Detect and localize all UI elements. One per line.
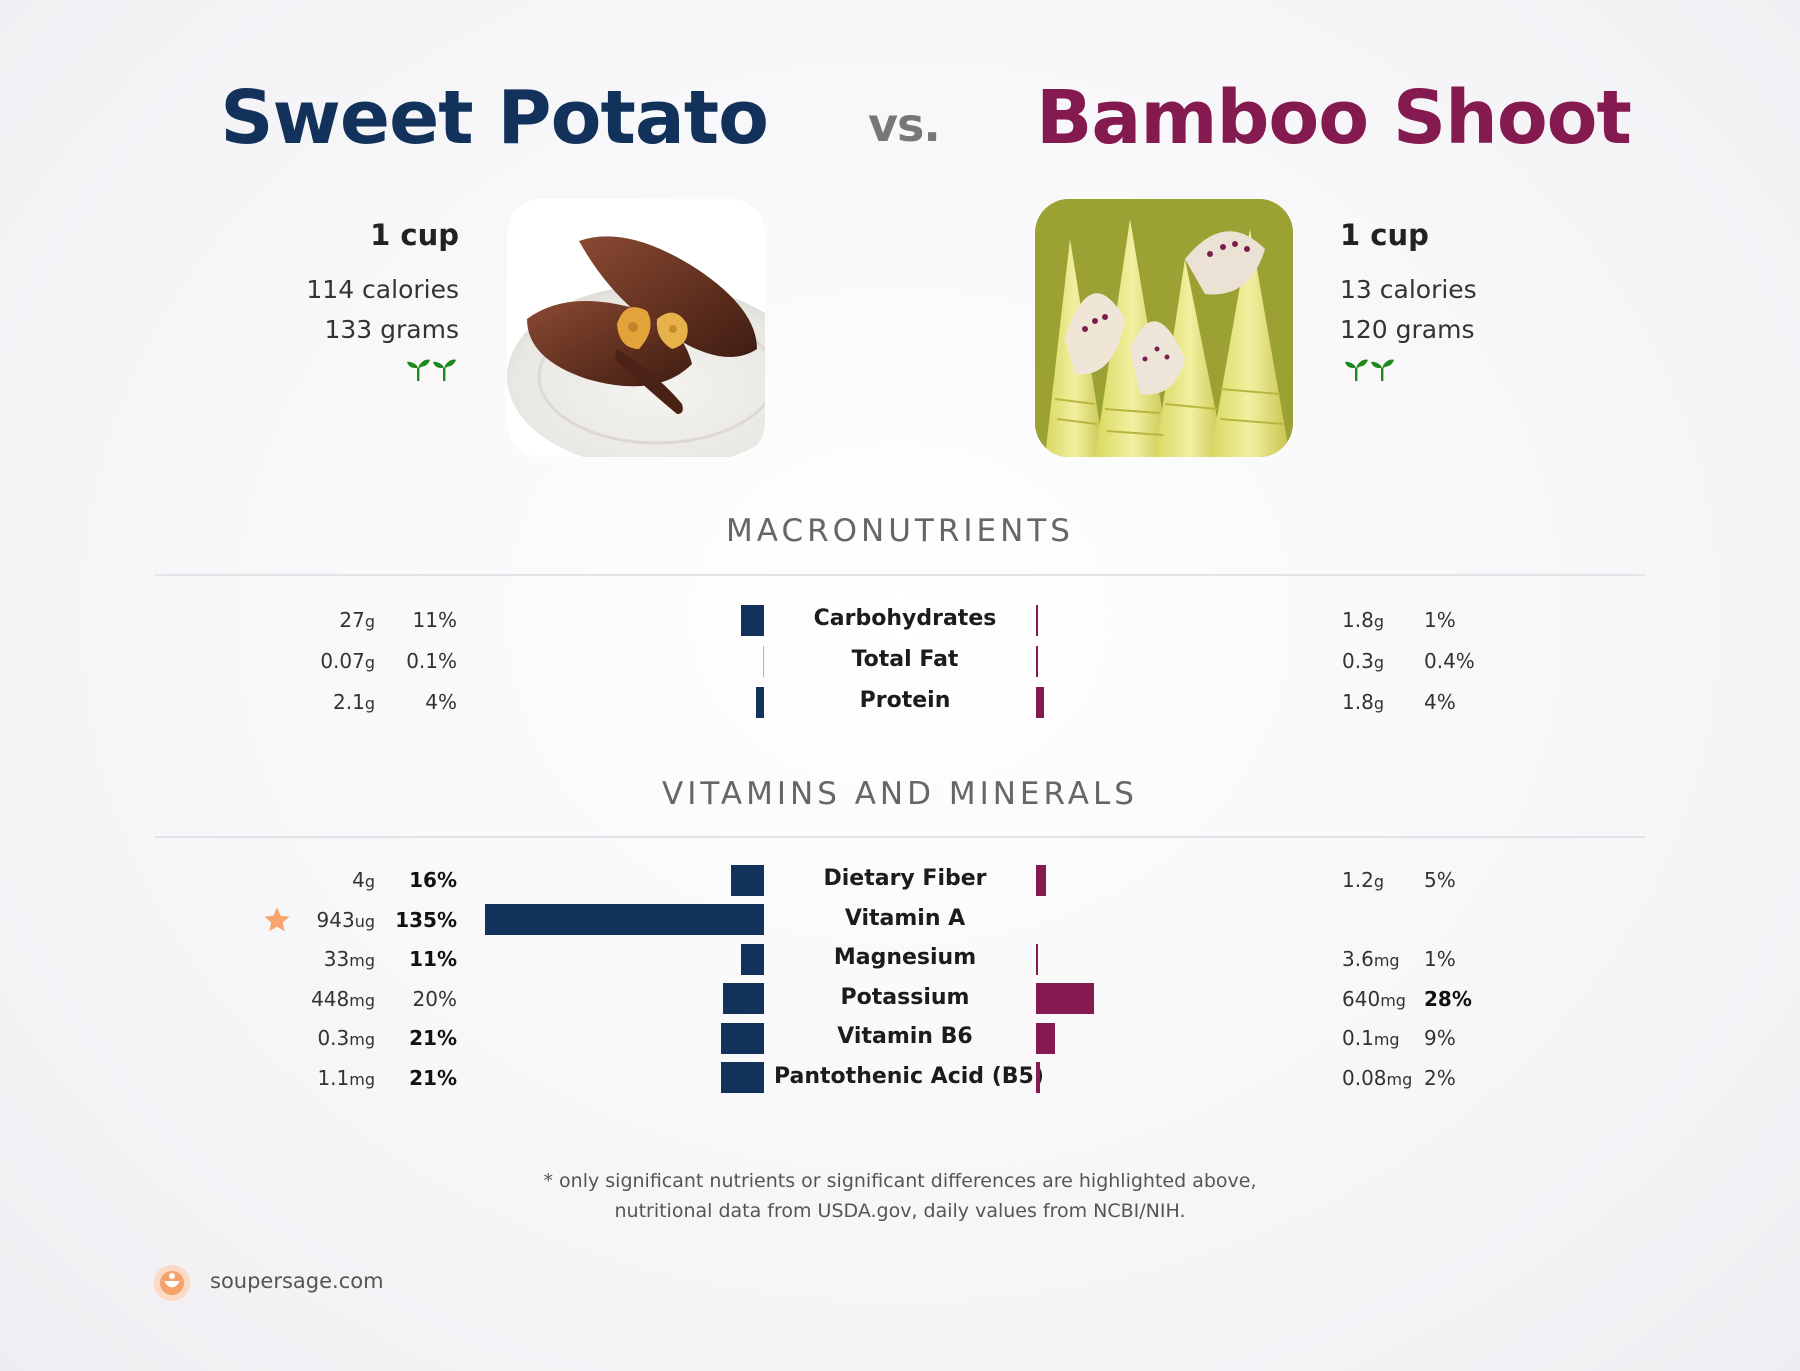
right-bar-total-fat: [1036, 645, 1038, 677]
left-percent-vitamin-a: 135%: [395, 907, 457, 932]
right-bar-pantothenic-acid-b5: [1036, 1062, 1041, 1093]
right-serving: 1 cup: [1340, 218, 1429, 252]
versus-label: vs.: [868, 98, 941, 152]
right-bar-vitamin-b6: [1036, 1022, 1055, 1054]
nutrient-label-potassium: Potassium: [840, 984, 970, 1010]
soupersage-logo-icon: [153, 1264, 191, 1306]
left-percent-carbohydrates: 11%: [412, 608, 457, 632]
right-amount-magnesium: 3.6mg: [1342, 947, 1400, 971]
left-bar-magnesium: [741, 943, 764, 975]
right-bar-carbohydrates: [1036, 604, 1039, 636]
right-calories: 13 calories: [1340, 275, 1477, 304]
right-bar-protein: [1036, 686, 1045, 718]
left-amount-protein: 2.1g: [333, 690, 375, 714]
footnote-line-1: * only significant nutrients or signific…: [543, 1170, 1257, 1192]
left-bar-pantothenic-acid-b5: [720, 1062, 764, 1093]
right-bar-potassium: [1036, 983, 1094, 1014]
footnote-line-2: nutritional data from USDA.gov, daily va…: [614, 1200, 1186, 1222]
right-amount-pantothenic-acid-b5: 0.08mg: [1342, 1065, 1413, 1090]
left-percent-total-fat: 0.1%: [406, 649, 457, 673]
right-percent-pantothenic-acid-b5: 2%: [1424, 1065, 1456, 1090]
sprout-icon: [1344, 356, 1396, 386]
right-grams: 120 grams: [1340, 315, 1475, 344]
nutrient-label-protein: Protein: [859, 688, 951, 713]
right-amount-potassium: 640mg: [1342, 986, 1406, 1011]
left-percent-protein: 4%: [425, 690, 457, 714]
nutrient-label-total-fat: Total Fat: [851, 647, 959, 672]
macronutrients-heading: MACRONUTRIENTS: [726, 513, 1074, 549]
right-percent-dietary-fiber: 5%: [1424, 868, 1456, 892]
left-amount-magnesium: 33mg: [323, 947, 375, 971]
left-grams: 133 grams: [324, 315, 459, 344]
right-percent-vitamin-b6: 9%: [1424, 1026, 1456, 1050]
right-bar-magnesium: [1036, 943, 1039, 975]
bamboo-shoot-photo: [1035, 199, 1293, 457]
left-amount-dietary-fiber: 4g: [352, 868, 375, 892]
vitamins-heading: VITAMINS AND MINERALS: [662, 776, 1138, 812]
right-food-title: Bamboo Shoot: [1036, 75, 1632, 161]
left-percent-pantothenic-acid-b5: 21%: [409, 1065, 457, 1090]
right-amount-carbohydrates: 1.8g: [1342, 608, 1384, 632]
left-percent-dietary-fiber: 16%: [409, 868, 457, 892]
left-food-title: Sweet Potato: [220, 75, 769, 161]
nutrient-label-dietary-fiber: Dietary Fiber: [823, 866, 987, 891]
left-bar-potassium: [722, 983, 764, 1014]
left-amount-vitamin-a: 943ug: [316, 907, 375, 932]
left-bar-total-fat: [762, 645, 764, 677]
left-bar-vitamin-a: [484, 904, 764, 935]
macronutrients-divider: [155, 574, 1645, 576]
left-amount-potassium: 448mg: [311, 986, 375, 1011]
nutrient-label-vitamin-a: Vitamin A: [844, 905, 966, 931]
right-amount-protein: 1.8g: [1342, 690, 1384, 714]
sprout-icon: [406, 356, 458, 386]
nutrient-label-carbohydrates: Carbohydrates: [813, 606, 997, 631]
nutrient-label-vitamin-b6: Vitamin B6: [837, 1024, 973, 1049]
left-percent-vitamin-b6: 21%: [409, 1026, 457, 1050]
left-serving: 1 cup: [370, 218, 459, 252]
nutrient-label-pantothenic-acid-b5: Pantothenic Acid (B5): [774, 1063, 1044, 1089]
left-percent-potassium: 20%: [412, 986, 457, 1011]
right-percent-carbohydrates: 1%: [1424, 608, 1456, 632]
right-percent-total-fat: 0.4%: [1424, 649, 1475, 673]
left-bar-carbohydrates: [741, 604, 764, 636]
left-bar-protein: [755, 686, 764, 718]
left-amount-total-fat: 0.07g: [320, 649, 375, 673]
left-percent-magnesium: 11%: [409, 947, 457, 971]
left-amount-pantothenic-acid-b5: 1.1mg: [317, 1065, 375, 1090]
right-percent-protein: 4%: [1424, 690, 1456, 714]
left-amount-carbohydrates: 27g: [339, 608, 375, 632]
vitamins-divider: [155, 836, 1645, 838]
sweet-potato-photo: [507, 199, 765, 457]
nutrient-label-magnesium: Magnesium: [833, 945, 977, 970]
right-amount-total-fat: 0.3g: [1342, 649, 1384, 673]
right-percent-potassium: 28%: [1424, 986, 1472, 1011]
star-icon: [262, 905, 292, 939]
left-bar-dietary-fiber: [730, 864, 764, 896]
right-amount-vitamin-b6: 0.1mg: [1342, 1026, 1400, 1050]
right-amount-dietary-fiber: 1.2g: [1342, 868, 1384, 892]
left-calories: 114 calories: [306, 275, 459, 304]
right-percent-magnesium: 1%: [1424, 947, 1456, 971]
site-link[interactable]: soupersage.com: [210, 1269, 384, 1293]
left-bar-vitamin-b6: [720, 1022, 764, 1054]
right-bar-dietary-fiber: [1036, 864, 1047, 896]
left-amount-vitamin-b6: 0.3mg: [317, 1026, 375, 1050]
